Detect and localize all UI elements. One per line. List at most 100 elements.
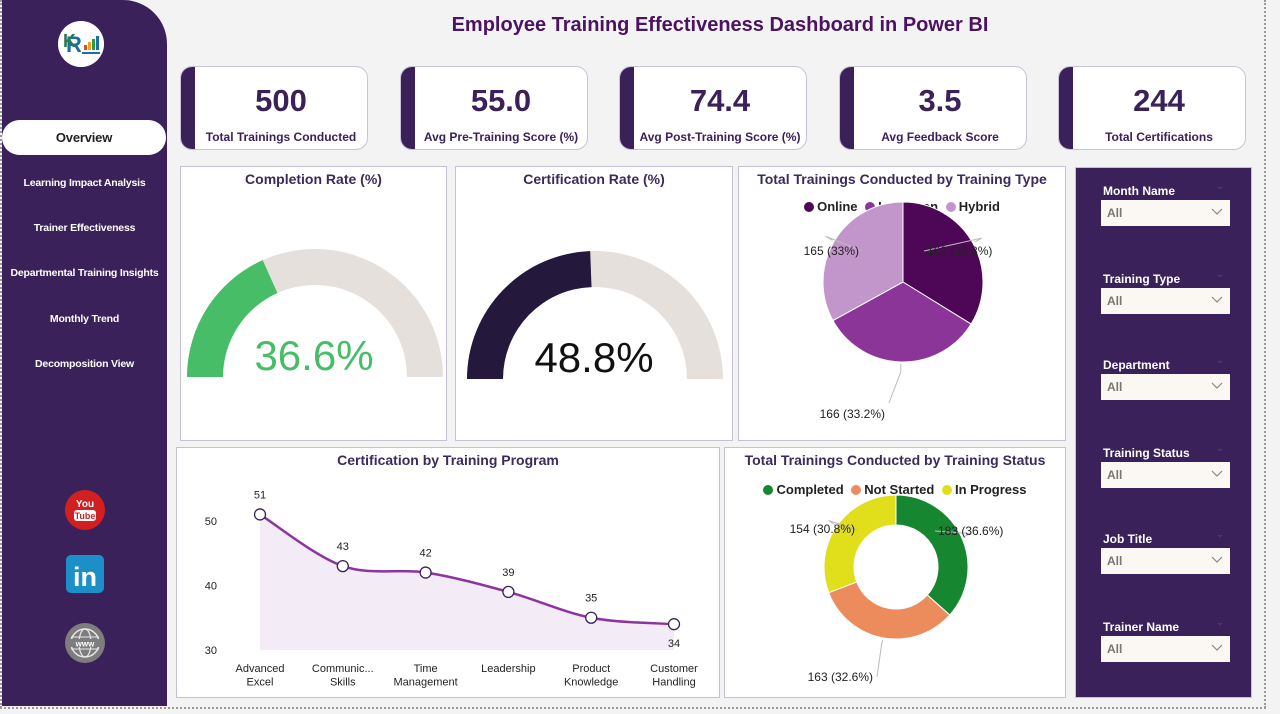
x-tick-label: Handling <box>652 677 695 689</box>
nav-monthly-trend[interactable]: Monthly Trend <box>49 313 120 325</box>
slicer-value: All <box>1107 206 1123 220</box>
nav-decomposition-view[interactable]: Decomposition View <box>35 358 134 370</box>
legend-item-not-started[interactable]: Not Started <box>851 482 934 497</box>
x-tick-label: Communic... <box>312 663 374 675</box>
legend-dot <box>804 201 815 212</box>
chevron-down-icon[interactable]: ⌄ <box>1216 443 1225 454</box>
donut-legend: Completed Not Started In Progress <box>725 482 1065 498</box>
x-tick-label: Excel <box>247 677 274 689</box>
certification-by-program-card[interactable]: Certification by Training Program 30 40 50… <box>176 447 720 698</box>
chevron-down-icon[interactable]: ⌄ <box>1216 355 1225 366</box>
legend-label: Online <box>817 199 858 214</box>
kpi-label: Total Certifications <box>1105 130 1213 144</box>
slicer-value: All <box>1107 554 1123 568</box>
kpi-label: Avg Feedback Score <box>881 130 999 144</box>
slicer-label: Month Name <box>1103 184 1175 198</box>
trainer-name-dropdown[interactable]: All <box>1101 636 1230 662</box>
month-name-dropdown[interactable]: All <box>1101 200 1230 226</box>
training-status-donut-card[interactable]: Total Trainings Conducted by Training St… <box>724 447 1066 698</box>
training-type-dropdown[interactable]: All <box>1101 288 1230 314</box>
sidebar: R K Overview Learning Impact Analysis Tr… <box>2 0 167 706</box>
legend-label: Not Started <box>864 482 935 497</box>
card-title: Total Trainings Conducted by Training Ty… <box>757 171 1047 187</box>
slice-online[interactable] <box>902 201 984 325</box>
slicer-value: All <box>1107 380 1123 394</box>
chevron-down-icon[interactable]: ⌄ <box>1216 617 1225 628</box>
department-dropdown[interactable]: All <box>1101 374 1230 400</box>
data-point[interactable] <box>419 566 432 579</box>
chevron-down-icon[interactable]: ⌄ <box>1216 269 1225 280</box>
job-title-dropdown[interactable]: All <box>1101 548 1230 574</box>
x-tick-label: Advanced <box>236 663 285 675</box>
legend-dot <box>763 484 774 495</box>
x-tick-label: Product <box>572 663 610 675</box>
legend-item-hybrid[interactable]: Hybrid <box>945 199 1000 214</box>
kpi-card-total-trainings: 500 Total Trainings Conducted <box>180 66 368 150</box>
chevron-down-icon <box>1211 470 1223 477</box>
legend-label: In Progress <box>954 482 1027 497</box>
legend-item-in-progress[interactable]: In Progress <box>941 482 1027 497</box>
kpi-label: Avg Pre-Training Score (%) <box>423 130 579 144</box>
x-tick-label: Management <box>393 677 457 689</box>
kpi-card-avg-feedback: 3.5 Avg Feedback Score <box>839 66 1027 150</box>
y-tick-label: 30 <box>205 645 217 657</box>
filter-panel: Month Name ⌄ All Training Type ⌄ All Dep… <box>1075 167 1252 698</box>
slice-in-progress[interactable] <box>823 494 897 594</box>
data-label: 51 <box>254 489 266 501</box>
kpi-label: Avg Post-Training Score (%) <box>639 130 801 144</box>
nav-departmental-training-insights[interactable]: Departmental Training Insights <box>10 267 159 279</box>
slicer-label: Training Type <box>1103 272 1181 286</box>
training-type-pie-card[interactable]: Total Trainings Conducted by Training Ty… <box>738 166 1066 441</box>
slice-completed[interactable] <box>895 494 969 616</box>
data-label: 166 (33.2%) <box>820 407 885 421</box>
legend-dot <box>865 201 876 212</box>
completion-rate-card[interactable]: Completion Rate (%) 36.6% <box>180 166 447 441</box>
nav-learning-impact-analysis[interactable]: Learning Impact Analysis <box>23 177 146 189</box>
gauge-fill <box>187 260 278 377</box>
svg-text:K: K <box>63 31 76 51</box>
slice-not-started[interactable] <box>828 581 951 640</box>
kpi-value: 74.4 <box>689 83 751 118</box>
youtube-icon[interactable]: You Tube <box>65 490 105 530</box>
website-icon[interactable]: www <box>65 623 105 663</box>
linkedin-icon[interactable]: in <box>65 554 105 594</box>
data-point[interactable] <box>253 508 267 521</box>
leader-line <box>876 639 884 678</box>
slice-hybrid[interactable] <box>822 201 904 322</box>
chevron-down-icon <box>1211 296 1223 303</box>
data-point[interactable] <box>336 559 349 573</box>
completion-rate-gauge: 36.6% <box>187 249 443 379</box>
slicer-label: Department <box>1103 358 1170 372</box>
nav-overview[interactable]: Overview <box>2 120 166 155</box>
youtube-text-bottom: Tube <box>75 511 96 521</box>
leader-line <box>923 237 982 252</box>
website-text: www <box>75 640 95 649</box>
svg-text:R: R <box>66 32 82 57</box>
chevron-down-icon[interactable]: ⌄ <box>1216 181 1225 192</box>
legend-item-online[interactable]: Online <box>804 199 858 214</box>
legend-dot <box>945 201 956 212</box>
gauge-fill <box>467 251 592 379</box>
x-tick-label: Customer <box>650 663 698 675</box>
chevron-down-icon[interactable]: ⌄ <box>1216 529 1225 540</box>
training-status-dropdown[interactable]: All <box>1101 462 1230 488</box>
data-point[interactable] <box>667 618 681 631</box>
data-point[interactable] <box>502 585 515 599</box>
slicer-label: Training Status <box>1103 446 1190 460</box>
data-point[interactable] <box>585 611 598 624</box>
kpi-label: Total Trainings Conducted <box>205 130 357 144</box>
leader-line <box>828 520 859 531</box>
kpi-card-avg-pre-score: 55.0 Avg Pre-Training Score (%) <box>400 66 588 150</box>
slicer-label: Trainer Name <box>1103 620 1180 634</box>
legend-item-completed[interactable]: Completed <box>763 482 844 497</box>
data-label: 39 <box>502 567 514 579</box>
x-tick-label: Skills <box>330 677 356 689</box>
canvas-border-right <box>1264 0 1266 708</box>
certification-rate-card[interactable]: Certification Rate (%) 48.8% <box>455 166 733 441</box>
nav-trainer-effectiveness[interactable]: Trainer Effectiveness <box>33 222 136 234</box>
gauge-value: 36.6% <box>254 332 373 379</box>
certification-by-program-chart: 30 40 50 51 Advanced Excel 43 Communic... Skills… <box>205 489 698 689</box>
legend-dot <box>941 484 952 495</box>
chevron-down-icon <box>1211 208 1223 215</box>
